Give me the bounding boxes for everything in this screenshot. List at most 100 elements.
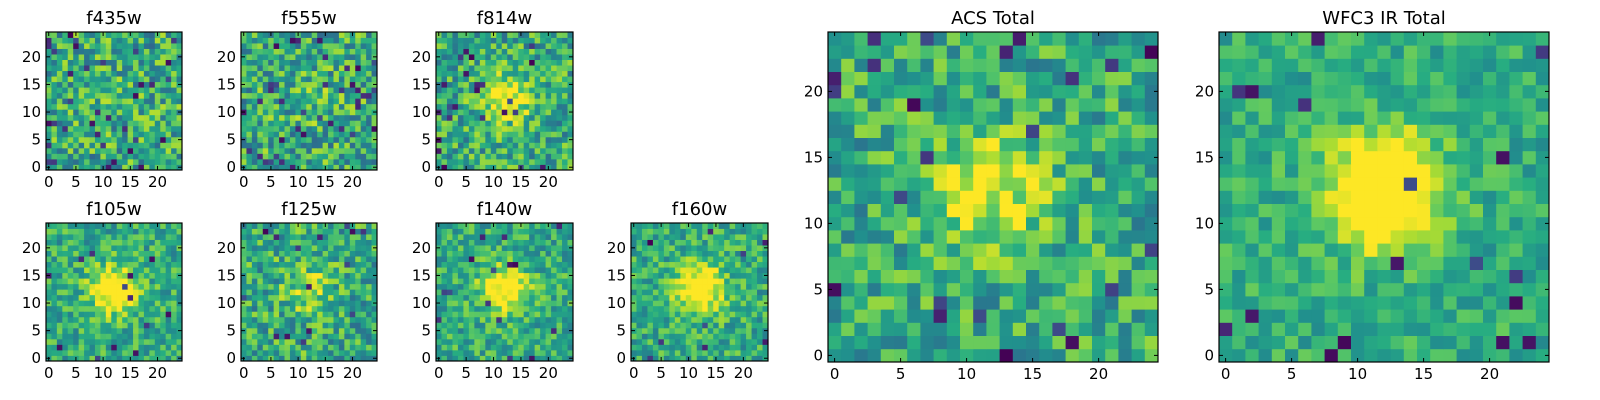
heatmap-cell (540, 245, 546, 251)
heatmap-cell (529, 37, 536, 44)
heatmap-cell (556, 125, 563, 132)
heatmap-cell (78, 300, 85, 307)
heatmap-cell (67, 239, 74, 246)
heatmap-cell (474, 81, 481, 88)
heatmap-cell (311, 87, 318, 94)
heatmap-cell (89, 322, 96, 329)
heatmap-cell (360, 43, 367, 49)
heatmap-cell (556, 43, 563, 49)
heatmap-cell (273, 256, 280, 263)
heatmap-cell (360, 316, 367, 323)
heatmap-cell (89, 147, 96, 154)
heatmap-cell (707, 278, 714, 285)
heatmap-cell (84, 272, 90, 279)
heatmap-cell (562, 59, 568, 66)
heatmap-cell (344, 81, 351, 88)
heatmap-cell (496, 142, 503, 149)
heatmap-cell (273, 59, 280, 66)
heatmap-cell (973, 348, 987, 363)
heatmap-cell (718, 278, 725, 285)
heatmap-cell (452, 327, 459, 334)
heatmap-cell (751, 250, 758, 257)
heatmap-cell (371, 48, 378, 55)
heatmap-cell (84, 70, 90, 77)
heatmap-cell (933, 203, 948, 218)
heatmap-cell (551, 250, 557, 257)
heatmap-cell (317, 322, 323, 329)
heatmap-cell (512, 37, 519, 44)
heatmap-cell (56, 245, 63, 251)
heatmap-cell (322, 338, 329, 345)
heatmap-cell (284, 98, 291, 105)
heatmap-cell (556, 327, 563, 334)
heatmap-cell (718, 344, 725, 351)
heatmap-cell (154, 103, 161, 110)
heatmap-cell (735, 289, 741, 296)
heatmap-cell (490, 300, 497, 307)
heatmap-cell (631, 228, 637, 235)
heatmap-cell (366, 32, 372, 38)
heatmap-cell (73, 327, 80, 334)
heatmap-cell (333, 48, 340, 55)
heatmap-cell (366, 81, 372, 88)
heatmap-cell (468, 234, 475, 240)
heatmap-cell (474, 48, 481, 55)
heatmap-cell (636, 272, 643, 279)
heatmap-cell (854, 348, 868, 363)
heatmap-cell (176, 311, 183, 318)
heatmap-cell (262, 239, 269, 246)
heatmap-cell (740, 256, 747, 263)
heatmap-cell (960, 335, 974, 350)
heatmap-cell (436, 158, 442, 165)
heatmap-cell (349, 92, 356, 99)
heatmap-cell (251, 98, 258, 105)
heatmap-cell (641, 333, 648, 340)
heatmap-cell (116, 65, 123, 72)
heatmap-cell (724, 322, 731, 329)
heatmap-cell (828, 190, 842, 204)
heatmap-cell (295, 283, 302, 290)
heatmap-cell (111, 245, 118, 251)
heatmap-cell (268, 136, 275, 143)
heatmap-cell (94, 158, 101, 165)
heatmap-cell (446, 76, 453, 83)
heatmap-cell (507, 294, 514, 301)
heatmap-cell (1131, 190, 1146, 204)
heatmap-cell (94, 98, 101, 105)
heatmap-cell (551, 355, 557, 362)
heatmap-cell (279, 223, 285, 229)
heatmap-cell (1144, 269, 1159, 284)
heatmap-cell (262, 92, 269, 99)
heatmap-cell (567, 142, 574, 149)
heatmap-cell (501, 125, 508, 132)
heatmap-cell (746, 300, 752, 307)
y-tick-label: 0 (31, 349, 41, 367)
heatmap-cell (138, 239, 145, 246)
heatmap-cell (317, 344, 323, 351)
heatmap-cell (311, 92, 318, 99)
heatmap-cell (338, 355, 345, 362)
heatmap-cell (51, 98, 58, 105)
heatmap-cell (529, 322, 536, 329)
heatmap-cell (854, 256, 868, 270)
heatmap-cell (562, 81, 568, 88)
heatmap-cell (674, 278, 681, 285)
heatmap-cell (171, 305, 177, 312)
heatmap-cell (143, 228, 150, 235)
heatmap-cell (116, 338, 123, 345)
heatmap-cell (251, 92, 258, 99)
heatmap-cell (457, 256, 464, 263)
heatmap-cell (1131, 216, 1146, 231)
heatmap-cell (468, 272, 475, 279)
heatmap-cell (841, 296, 855, 310)
heatmap-cell (295, 87, 302, 94)
heatmap-cell (658, 289, 665, 296)
heatmap-cell (1012, 243, 1027, 257)
heatmap-cell (446, 289, 453, 296)
heatmap-cell (138, 59, 145, 66)
heatmap-cell (702, 355, 709, 362)
heatmap-cell (485, 349, 492, 356)
heatmap-cell (116, 125, 123, 132)
heatmap-cell (1078, 203, 1093, 218)
heatmap-cell (127, 316, 134, 323)
